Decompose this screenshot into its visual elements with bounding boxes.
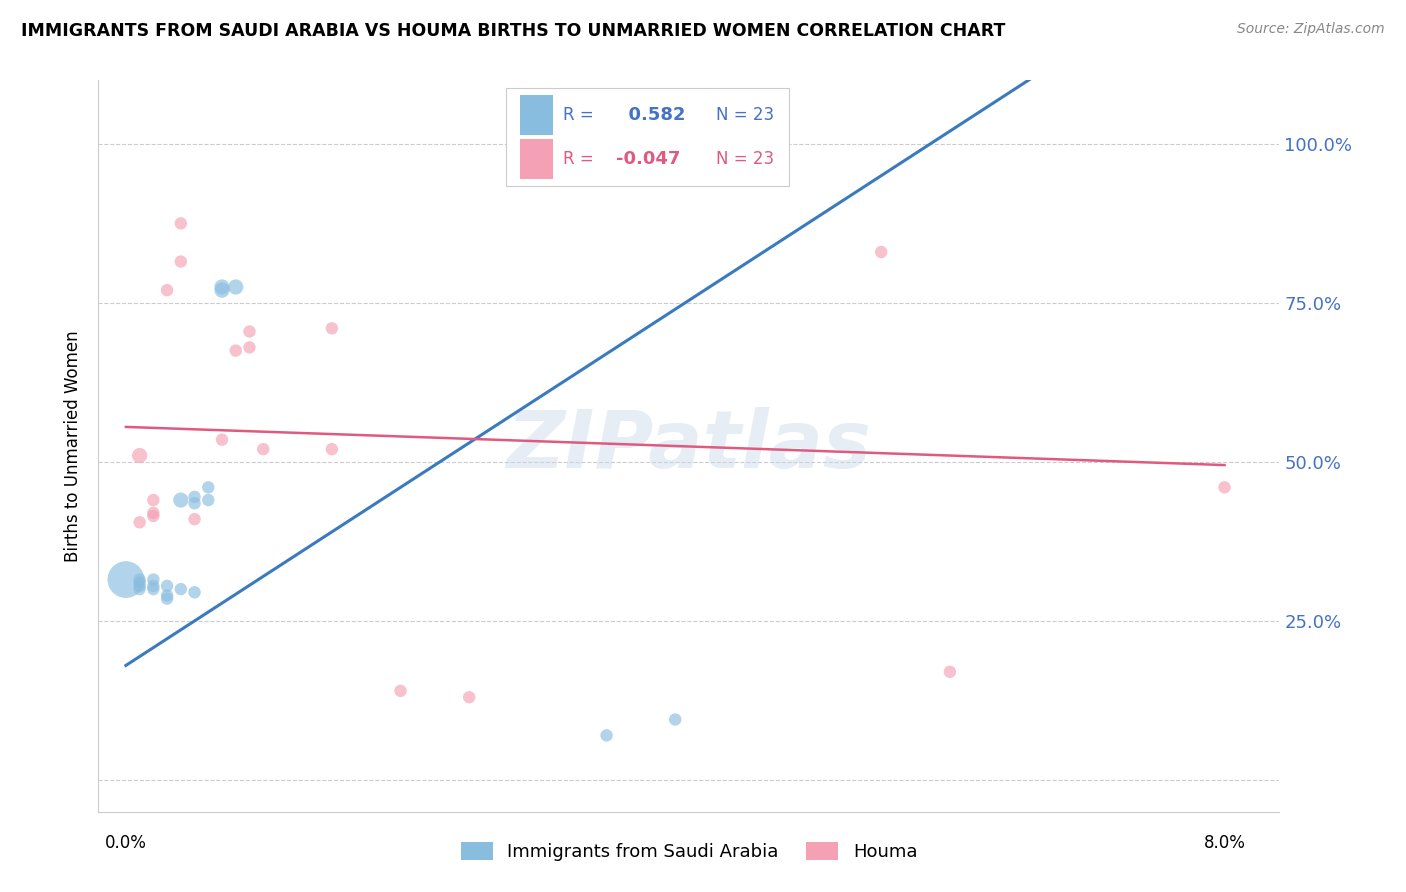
Legend: Immigrants from Saudi Arabia, Houma: Immigrants from Saudi Arabia, Houma xyxy=(453,835,925,869)
Point xyxy=(183,512,205,526)
Point xyxy=(142,493,165,508)
Point xyxy=(211,433,233,447)
Point xyxy=(527,146,550,161)
Point xyxy=(142,506,165,520)
Point xyxy=(197,493,219,508)
Point xyxy=(870,245,893,260)
Point xyxy=(183,496,205,510)
Text: 8.0%: 8.0% xyxy=(1204,834,1246,852)
Point xyxy=(170,254,193,268)
Point xyxy=(225,343,247,358)
Point xyxy=(595,728,617,742)
Point xyxy=(142,582,165,596)
Point xyxy=(321,321,343,335)
Point xyxy=(183,585,205,599)
Point xyxy=(225,280,247,294)
Point xyxy=(142,508,165,523)
Point xyxy=(156,589,179,603)
Point xyxy=(128,575,150,590)
Point xyxy=(128,449,150,463)
Point xyxy=(321,442,343,457)
FancyBboxPatch shape xyxy=(506,87,789,186)
Text: IMMIGRANTS FROM SAUDI ARABIA VS HOUMA BIRTHS TO UNMARRIED WOMEN CORRELATION CHAR: IMMIGRANTS FROM SAUDI ARABIA VS HOUMA BI… xyxy=(21,22,1005,40)
Point xyxy=(170,216,193,230)
Point xyxy=(664,713,686,727)
Text: R =: R = xyxy=(562,150,593,168)
Point xyxy=(211,280,233,294)
Point xyxy=(170,493,193,508)
Point xyxy=(128,582,150,596)
Point xyxy=(458,690,481,705)
Point xyxy=(252,442,274,457)
Point xyxy=(128,573,150,587)
Text: R =: R = xyxy=(562,106,593,124)
FancyBboxPatch shape xyxy=(520,95,553,135)
Text: -0.047: -0.047 xyxy=(616,150,681,168)
Point xyxy=(156,579,179,593)
Point xyxy=(1213,480,1236,494)
Point xyxy=(183,490,205,504)
Text: ZIPatlas: ZIPatlas xyxy=(506,407,872,485)
Point xyxy=(156,283,179,297)
Text: 0.0%: 0.0% xyxy=(105,834,146,852)
Point xyxy=(389,684,412,698)
Point xyxy=(939,665,962,679)
FancyBboxPatch shape xyxy=(520,139,553,179)
Point xyxy=(128,516,150,530)
Point xyxy=(170,582,193,596)
Point xyxy=(238,340,260,354)
Text: 0.582: 0.582 xyxy=(616,106,685,124)
Point xyxy=(197,480,219,494)
Text: N = 23: N = 23 xyxy=(716,106,775,124)
Point xyxy=(527,146,550,161)
Y-axis label: Births to Unmarried Women: Births to Unmarried Women xyxy=(65,330,83,562)
Point xyxy=(128,579,150,593)
Point xyxy=(238,325,260,339)
Point xyxy=(156,591,179,606)
Point xyxy=(142,579,165,593)
Point xyxy=(115,573,138,587)
Point xyxy=(142,573,165,587)
Point xyxy=(211,283,233,297)
Text: Source: ZipAtlas.com: Source: ZipAtlas.com xyxy=(1237,22,1385,37)
Text: N = 23: N = 23 xyxy=(716,150,775,168)
